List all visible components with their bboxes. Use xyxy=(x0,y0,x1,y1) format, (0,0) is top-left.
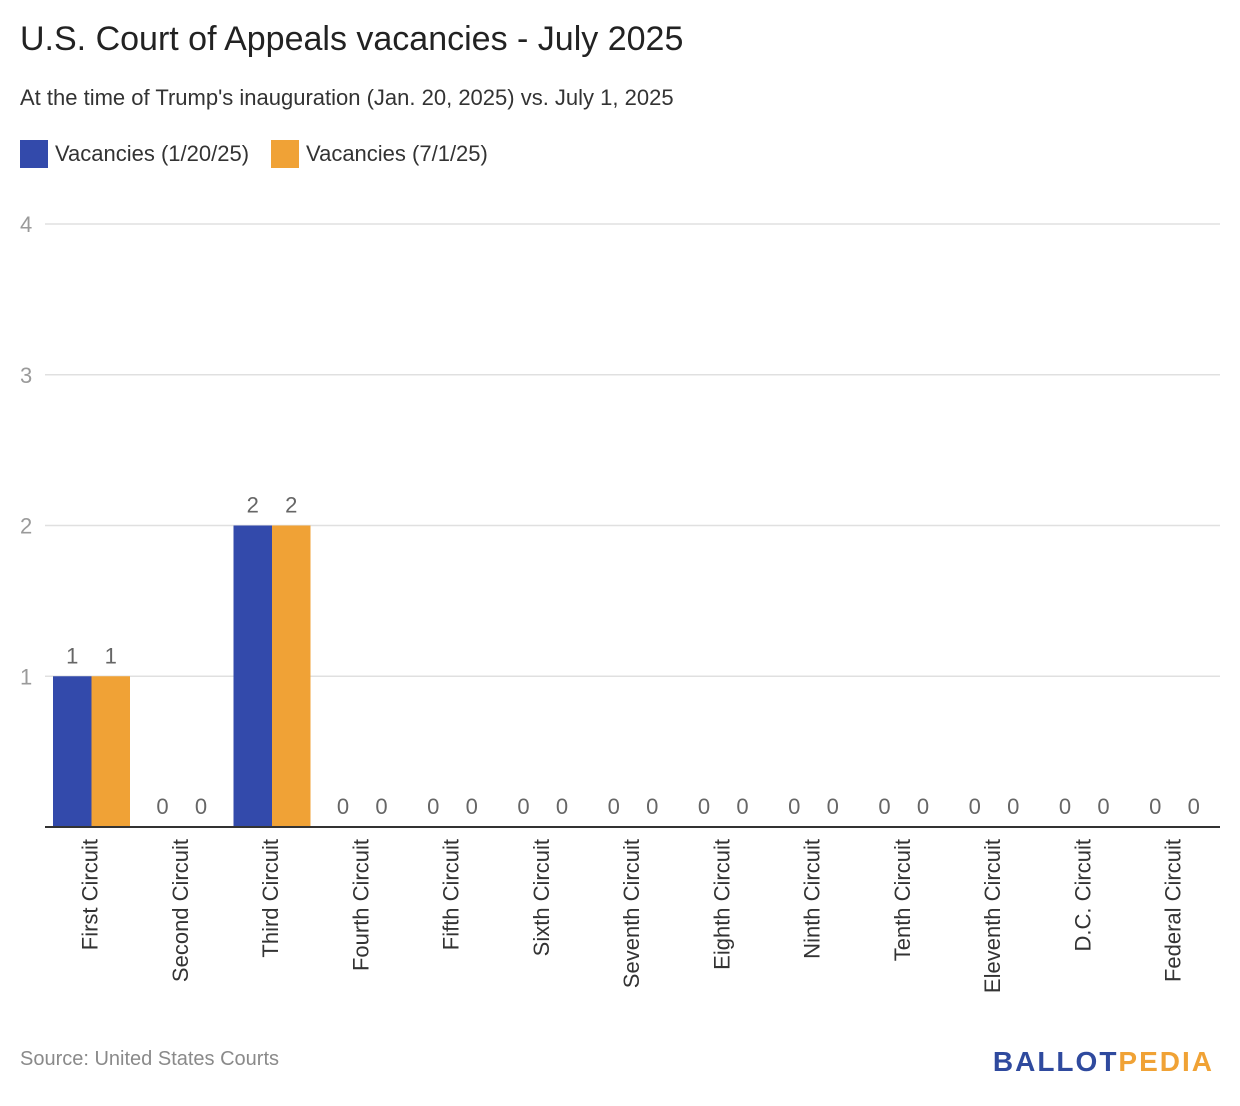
x-tick-label: Sixth Circuit xyxy=(529,839,554,956)
y-tick-label: 1 xyxy=(20,664,32,689)
ballotpedia-logo: BALLOTPEDIA xyxy=(992,1046,1214,1077)
bar xyxy=(272,525,311,827)
source-note: Source: United States Courts xyxy=(20,1048,280,1070)
y-tick-label: 2 xyxy=(20,514,32,539)
data-label: 0 xyxy=(427,794,439,819)
x-tick-label: Third Circuit xyxy=(258,839,283,958)
x-tick-label: First Circuit xyxy=(78,839,103,950)
legend-item-series1: Vacancies (1/20/25) xyxy=(20,140,249,168)
x-tick-label: Seventh Circuit xyxy=(619,839,644,988)
x-tick-label: Fourth Circuit xyxy=(348,839,373,971)
x-tick-label: Federal Circuit xyxy=(1161,839,1186,982)
data-label: 0 xyxy=(156,794,168,819)
data-label: 0 xyxy=(1149,794,1161,819)
y-tick-label: 4 xyxy=(20,212,32,237)
data-label: 0 xyxy=(917,794,929,819)
data-label: 0 xyxy=(517,794,529,819)
data-label: 0 xyxy=(1007,794,1019,819)
legend-item-series2: Vacancies (7/1/25) xyxy=(271,140,488,168)
legend-label-series1: Vacancies (1/20/25) xyxy=(55,141,250,166)
data-label: 1 xyxy=(105,643,117,668)
x-tick-label: Eighth Circuit xyxy=(709,839,734,970)
data-label: 0 xyxy=(698,794,710,819)
data-label: 1 xyxy=(66,643,78,668)
bar xyxy=(233,525,272,827)
chart-title: U.S. Court of Appeals vacancies - July 2… xyxy=(20,20,684,58)
data-label: 0 xyxy=(1097,794,1109,819)
data-label: 0 xyxy=(788,794,800,819)
x-tick-label: Second Circuit xyxy=(168,839,193,982)
x-tick-label: D.C. Circuit xyxy=(1070,839,1095,951)
data-label: 0 xyxy=(1059,794,1071,819)
bar xyxy=(91,676,130,827)
data-label: 0 xyxy=(195,794,207,819)
data-label: 0 xyxy=(375,794,387,819)
data-label: 0 xyxy=(466,794,478,819)
data-label: 0 xyxy=(646,794,658,819)
data-label: 0 xyxy=(337,794,349,819)
x-tick-label: Fifth Circuit xyxy=(439,839,464,950)
data-label: 0 xyxy=(556,794,568,819)
data-label: 2 xyxy=(285,493,297,518)
legend-swatch-series2 xyxy=(271,140,300,168)
legend: Vacancies (1/20/25) Vacancies (7/1/25) xyxy=(20,140,510,168)
data-label: 0 xyxy=(608,794,620,819)
data-label: 2 xyxy=(247,493,259,518)
data-label: 0 xyxy=(1188,794,1200,819)
x-tick-label: Ninth Circuit xyxy=(800,839,825,959)
y-tick-label: 3 xyxy=(20,363,32,388)
legend-swatch-series1 xyxy=(20,140,48,168)
bar xyxy=(53,676,92,827)
data-label: 0 xyxy=(827,794,839,819)
x-tick-label: Tenth Circuit xyxy=(890,839,915,961)
data-label: 0 xyxy=(736,794,748,819)
data-label: 0 xyxy=(878,794,890,819)
legend-label-series2: Vacancies (7/1/25) xyxy=(306,141,488,166)
x-tick-label: Eleventh Circuit xyxy=(980,839,1005,993)
chart-subtitle: At the time of Trump's inauguration (Jan… xyxy=(20,85,674,110)
data-label: 0 xyxy=(969,794,981,819)
